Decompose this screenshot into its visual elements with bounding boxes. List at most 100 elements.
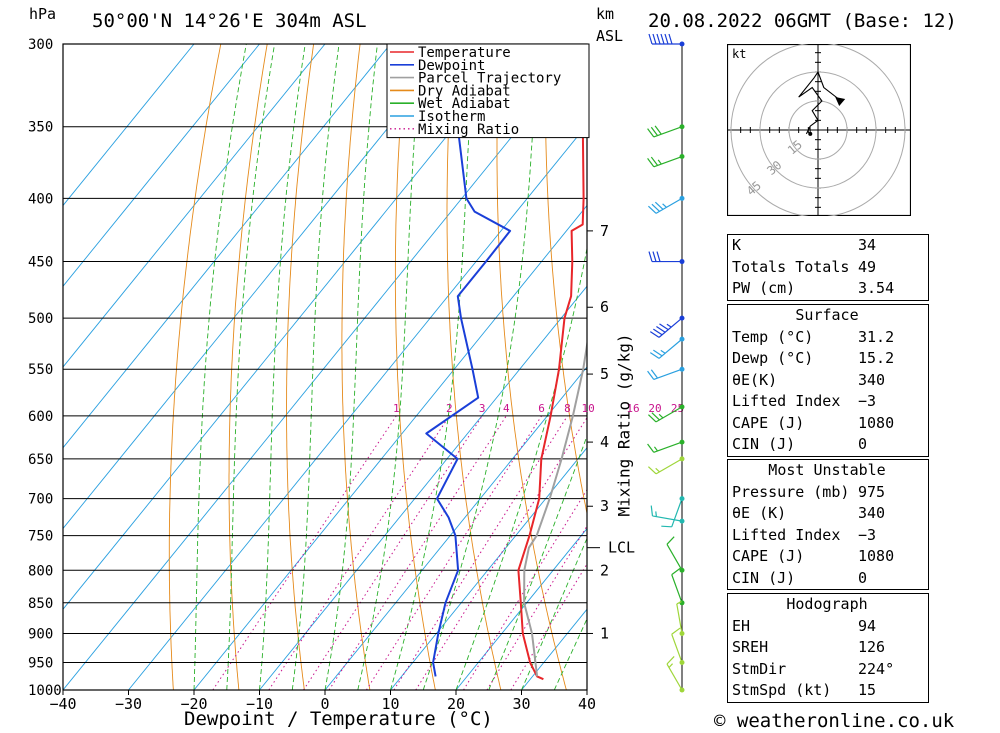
wind-barb (647, 124, 685, 138)
temperature-tick-label: −30 (115, 695, 142, 713)
pressure-tick-label: 750 (28, 529, 53, 545)
index-label: SREH (732, 638, 769, 656)
dry-adiabat-line (228, 44, 268, 690)
wind-barb (666, 536, 685, 573)
copyright[interactable]: © weatheronline.co.uk (714, 710, 955, 732)
indices-most-unstable-table: Most Unstable Pressure (mb) 975 θE (K) 340… (727, 459, 929, 590)
wind-barb-half-feather (666, 323, 672, 328)
wind-barb (648, 404, 685, 423)
surface-row: CAPE (J) 1080 (728, 413, 928, 435)
hodograph-storm-motion-dot (808, 131, 813, 136)
dry-adiabat-line (917, 44, 1000, 690)
dry-adiabat-line (964, 44, 1000, 690)
index-value: 49 (858, 257, 877, 276)
hodograph-arrow-head (835, 97, 846, 106)
wind-barb-feather (654, 125, 662, 135)
wind-barb-feather (648, 414, 657, 423)
pressure-tick-label: 550 (28, 362, 53, 378)
mixing-ratio-label: 16 (626, 402, 639, 415)
index-row-pw: PW (cm) 3.54 (728, 278, 928, 300)
height-tick-label: 2 (600, 561, 609, 579)
wind-barb-feather (647, 370, 655, 380)
wind-barb-feather (660, 33, 665, 45)
surface-title: Surface (795, 306, 859, 324)
pressure-tick-label: 800 (28, 563, 53, 579)
hodograph-trace (798, 70, 842, 135)
wind-barb-staff (653, 441, 683, 453)
index-value: −3 (858, 392, 877, 410)
indices-surface-table: Surface Temp (°C) 31.2 Dewp (°C) 15.2 θE(K… (727, 304, 929, 457)
temperature-tick-label: −40 (49, 695, 76, 713)
height-unit: km (596, 5, 615, 23)
mixing-ratio-line (328, 415, 507, 690)
isotherm-line (259, 285, 587, 690)
index-label: Dewp (°C) (732, 349, 814, 367)
index-row-totals: Totals Totals 49 (728, 257, 928, 279)
wind-barb-feather (652, 251, 657, 262)
wind-barb-staff (671, 574, 683, 604)
wind-barb-feather (671, 627, 681, 635)
hodograph-unit: kt (732, 47, 746, 61)
most-unstable-title: Most Unstable (768, 461, 886, 479)
hodograph-ring (788, 100, 848, 160)
wind-barb-staff (655, 197, 683, 214)
index-value: 0 (858, 568, 868, 587)
height-ref: ASL (596, 27, 624, 45)
wind-barb-feather (666, 656, 675, 665)
surface-row: θE(K) 340 (728, 370, 928, 392)
index-value: 224° (858, 659, 895, 678)
mixing-ratio-line (212, 415, 397, 690)
isotherm-line (455, 527, 587, 690)
index-value: 340 (858, 504, 886, 522)
section-title: Hodograph (728, 594, 928, 616)
legend-entry: Temperature (418, 45, 511, 61)
wind-barb-half-feather (662, 203, 667, 208)
index-label: Lifted Index (732, 525, 841, 544)
wind-barb-feather (653, 328, 663, 336)
wet-adiabat-line (226, 44, 276, 690)
index-label: CAPE (J) (732, 547, 805, 565)
hodo-row: StmSpd (kt) 15 (728, 680, 928, 702)
series-temperature (517, 44, 587, 681)
wind-barb (676, 601, 685, 636)
temperature-tick-label: 30 (512, 695, 530, 713)
section-title: Surface (728, 305, 928, 327)
wind-barb-staff (655, 406, 683, 423)
mixing-ratio-label: 10 (581, 402, 594, 415)
wind-barb-feather (659, 323, 669, 331)
isotherm-line (63, 44, 457, 530)
wind-barb-staff (666, 663, 683, 691)
index-value: 340 (858, 370, 886, 389)
wind-barb-feather (651, 412, 660, 421)
legend-entry: Isotherm (418, 109, 485, 125)
index-value: 15 (858, 681, 877, 699)
wind-barb-feather (652, 33, 657, 45)
wind-barb-staff (676, 603, 683, 634)
index-label: CIN (J) (732, 568, 796, 587)
wind-barb-feather (648, 33, 653, 45)
height-tick-label: 3 (600, 497, 609, 515)
wind-barb-feather (650, 126, 659, 136)
wind-barb (648, 251, 685, 265)
index-label: Lifted Index (732, 392, 841, 410)
wind-barb-feather (647, 128, 655, 138)
wind-barb-feather (650, 156, 659, 166)
isotherm-line (390, 447, 587, 690)
index-label: θE(K) (732, 370, 778, 389)
pressure-tick-label: 900 (28, 626, 53, 642)
temperature-tick-label: −10 (246, 695, 273, 713)
wet-adiabat-line (259, 44, 306, 690)
index-value: 1080 (858, 547, 895, 565)
isotherm-line (63, 44, 522, 610)
dry-adiabat-line (286, 44, 315, 690)
legend-entry: Parcel Trajectory (418, 71, 561, 87)
legend-entry: Dry Adiabat (418, 83, 511, 99)
wind-barb-feather (656, 251, 661, 262)
index-label: PW (cm) (732, 279, 796, 297)
mu-row: CIN (J) 0 (728, 568, 928, 590)
wind-barb (666, 656, 685, 693)
mixing-ratio-label: 3 (479, 402, 486, 415)
legend-entry: Wet Adiabat (418, 96, 511, 112)
wind-barb (661, 496, 685, 528)
